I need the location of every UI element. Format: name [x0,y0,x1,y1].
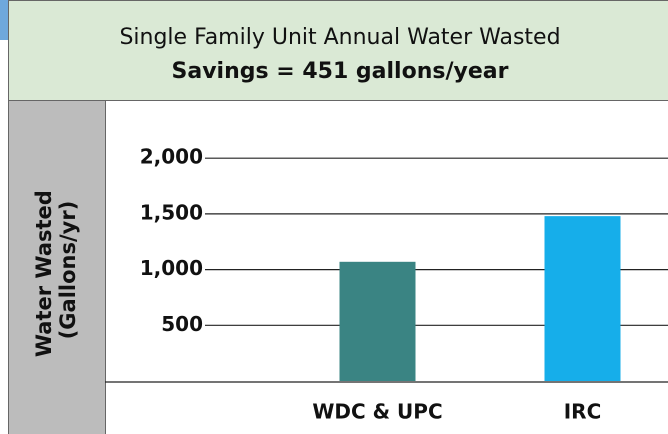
y-tick-label: 500 [161,312,203,336]
header-box [8,0,668,101]
y-axis-label-line: Water Wasted [32,190,56,357]
chart-subtitle: Savings = 451 gallons/year [172,59,509,84]
y-tick-label: 2,000 [140,145,203,169]
y-tick-label: 1,500 [140,200,203,224]
chart-title: Single Family Unit Annual Water Wasted [119,25,560,50]
x-tick-label: IRC [564,400,602,424]
bar [339,261,416,381]
y-label-panel [8,100,106,434]
bar [544,216,621,381]
corner-accent [0,0,8,40]
y-axis-label-line: (Gallons/yr) [56,201,80,340]
y-axis-label: Water Wasted (Gallons/yr) [32,183,80,357]
y-tick-label: 1,000 [140,256,203,280]
x-tick-label: WDC & UPC [312,400,442,424]
